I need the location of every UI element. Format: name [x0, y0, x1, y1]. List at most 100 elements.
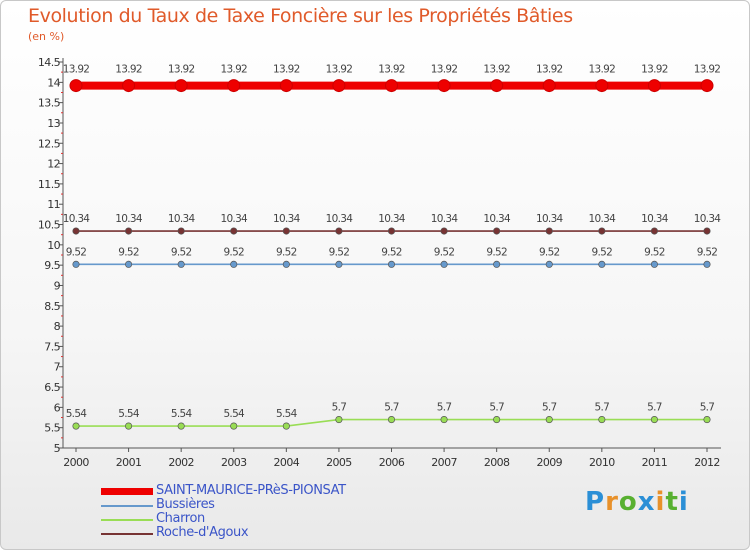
chart-title: Evolution du Taux de Taxe Foncière sur l…: [28, 5, 573, 27]
data-point: [387, 260, 396, 268]
y-tick-label: 9.5: [44, 259, 60, 272]
data-label: 9.52: [644, 246, 665, 258]
y-axis: 5 5.5 6 6.5 7 7.5 8 8.5 9 9.5 10 10.5 11 11.5 12 12.5 13…: [38, 56, 64, 455]
x-tick-label: 2008: [484, 456, 510, 469]
data-point: [335, 416, 343, 424]
data-point: [335, 227, 343, 235]
y-tick-label: 11: [47, 198, 60, 211]
data-point: [230, 227, 238, 235]
data-label: 10.34: [641, 213, 669, 225]
y-tick-label: 12: [47, 158, 60, 171]
data-point: [650, 416, 658, 424]
data-label: 13.92: [273, 64, 300, 76]
data-point: [703, 260, 711, 268]
data-label: 10.34: [431, 213, 459, 225]
data-label: 13.92: [536, 64, 563, 76]
y-tick-label: 13: [47, 117, 60, 130]
legend: SAINT-MAURICE-PRèS-PIONSAT Bussières Cha…: [101, 483, 431, 541]
series-saint-maurice-pr-s-pionsat: 13.92 13.92 13.92 13.92 13.92 13.92 13.92 13.92…: [63, 64, 721, 93]
data-label: 5.7: [542, 402, 557, 414]
data-label: 10.34: [378, 213, 406, 225]
data-point: [72, 260, 80, 268]
legend-label-saint-maurice: SAINT-MAURICE-PRèS-PIONSAT: [156, 483, 346, 498]
legend-item-charron: Charron: [101, 511, 431, 527]
data-point: [125, 260, 133, 268]
data-label: 13.92: [589, 64, 616, 76]
data-label: 10.34: [115, 213, 143, 225]
data-point: [650, 260, 658, 268]
data-label: 10.34: [326, 213, 354, 225]
data-label: 13.92: [63, 64, 90, 76]
y-tick-label: 14.5: [38, 56, 61, 69]
data-point: [282, 422, 290, 430]
logo-letter: o: [618, 487, 638, 517]
y-tick-label: 13.5: [38, 97, 61, 110]
data-label: 5.7: [595, 402, 610, 414]
x-tick-label: 2005: [326, 456, 352, 469]
y-tick-label: 9: [54, 279, 61, 292]
legend-label-charron: Charron: [156, 511, 205, 526]
logo-letter: r: [605, 487, 619, 517]
x-tick-label: 2004: [274, 456, 300, 469]
data-point: [385, 79, 398, 93]
data-point: [542, 79, 556, 93]
data-point: [598, 416, 606, 424]
legend-swatch-saint-maurice: [101, 488, 153, 495]
x-tick-label: 2012: [694, 456, 720, 469]
data-point: [595, 79, 609, 93]
data-label: 5.54: [223, 408, 245, 420]
data-label: 9.52: [486, 246, 507, 258]
data-point: [647, 79, 661, 93]
data-label: 9.52: [171, 246, 192, 258]
data-point: [545, 260, 553, 268]
data-point: [125, 227, 133, 235]
data-point: [703, 227, 711, 235]
legend-label-roche-dagoux: Roche-d'Agoux: [156, 525, 249, 540]
x-tick-label: 2009: [536, 456, 562, 469]
data-point: [437, 79, 451, 93]
data-label: 10.34: [168, 213, 196, 225]
data-point: [700, 79, 714, 93]
data-point: [598, 260, 606, 268]
y-tick-label: 10.5: [38, 219, 61, 232]
data-point: [545, 227, 553, 235]
data-point: [282, 227, 290, 235]
x-tick-label: 2000: [63, 456, 89, 469]
data-label: 9.52: [118, 246, 139, 258]
data-label: 13.92: [115, 64, 142, 76]
data-point: [177, 422, 185, 430]
data-point: [125, 422, 133, 430]
proxiti-logo: Proxiti: [585, 487, 689, 517]
data-label: 13.92: [168, 64, 195, 76]
logo-letter: i: [655, 487, 666, 517]
data-label: 10.34: [589, 213, 617, 225]
data-label: 13.92: [431, 64, 458, 76]
data-point: [72, 227, 80, 235]
data-label: 5.7: [332, 402, 347, 414]
data-label: 10.34: [694, 213, 722, 225]
y-tick-label: 6: [54, 401, 61, 414]
series-charron: 5.54 5.54 5.54 5.54 5.54 5.7 5.7 5.7 5.7 5.7 5.7 5.…: [66, 402, 715, 430]
data-label: 10.34: [483, 213, 511, 225]
data-point: [279, 79, 293, 93]
data-point: [440, 416, 448, 424]
data-point: [227, 79, 241, 93]
logo-letter: i: [678, 487, 689, 517]
data-label: 9.52: [223, 246, 244, 258]
y-tick-label: 7: [54, 361, 61, 374]
y-tick-label: 14: [47, 76, 60, 89]
y-tick-label: 5: [54, 442, 61, 455]
data-point: [332, 79, 346, 93]
data-label: 13.92: [378, 64, 405, 76]
data-label: 9.52: [539, 246, 560, 258]
data-point: [703, 416, 711, 424]
data-label: 10.34: [220, 213, 248, 225]
data-point: [174, 79, 188, 93]
data-label: 13.92: [220, 64, 247, 76]
series-lines: 13.92 13.92 13.92 13.92 13.92 13.92 13.92 13.92…: [63, 64, 722, 430]
data-point: [440, 260, 448, 268]
y-tick-label: 10: [47, 239, 60, 252]
legend-item-roche-dagoux: Roche-d'Agoux: [101, 525, 431, 541]
data-point: [282, 260, 290, 268]
